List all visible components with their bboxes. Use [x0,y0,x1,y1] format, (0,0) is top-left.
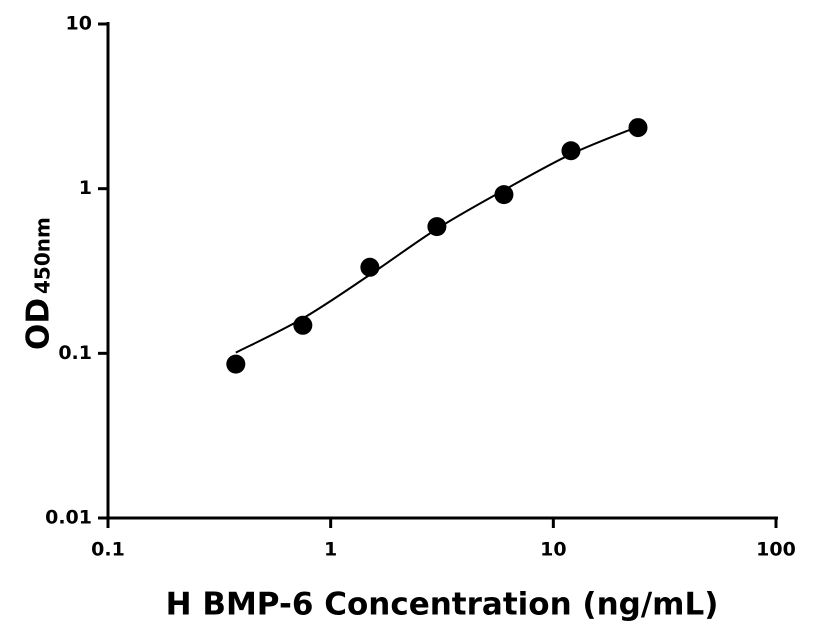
y-axis-label-sub: 450nm [31,217,55,294]
x-axis-label: H BMP-6 Concentration (ng/mL) [166,587,719,623]
data-point [293,315,313,335]
x-tick-label: 1 [324,539,337,561]
y-axis-label-group: OD 450nm [21,217,57,350]
y-tick-label: 0.1 [58,342,92,364]
data-point [561,141,581,161]
data-point [494,185,514,205]
y-tick-label: 1 [79,177,92,199]
data-point [360,257,380,277]
data-point [427,217,447,237]
y-axis-label: OD [21,298,57,350]
y-tick-label: 0.01 [45,507,92,529]
x-tick-label: 10 [540,539,566,561]
data-point [628,118,648,138]
data-point [226,354,246,374]
y-tick-label: 10 [66,13,92,35]
x-tick-label: 100 [756,539,796,561]
x-tick-label: 0.1 [91,539,125,561]
